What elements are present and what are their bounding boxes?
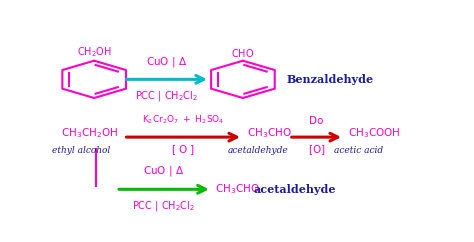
Text: $\mathregular{CuO\ |\ \Delta}$: $\mathregular{CuO\ |\ \Delta}$ (143, 164, 184, 178)
Text: $\mathregular{CH_3CHO}$: $\mathregular{CH_3CHO}$ (246, 127, 292, 140)
Text: $\mathregular{PCC\ |\ CH_2Cl_2}$: $\mathregular{PCC\ |\ CH_2Cl_2}$ (135, 89, 198, 103)
Text: $\mathregular{PCC\ |\ CH_2Cl_2}$: $\mathregular{PCC\ |\ CH_2Cl_2}$ (132, 199, 196, 213)
Text: acetaldehyde: acetaldehyde (254, 184, 337, 195)
Text: $\mathregular{CH_3CHO}$: $\mathregular{CH_3CHO}$ (215, 182, 260, 196)
Text: $\mathregular{K_2Cr_2O_7\ +\ H_2SO_4}$: $\mathregular{K_2Cr_2O_7\ +\ H_2SO_4}$ (142, 113, 225, 126)
Text: Benzaldehyde: Benzaldehyde (287, 74, 374, 85)
Text: ethyl alcohol: ethyl alcohol (52, 146, 110, 155)
Text: $\mathregular{[\ O\ ]}$: $\mathregular{[\ O\ ]}$ (171, 143, 195, 157)
Text: $\mathregular{[O]}$: $\mathregular{[O]}$ (308, 143, 325, 157)
Text: Do: Do (309, 116, 324, 126)
Text: $\mathregular{CH_2OH}$: $\mathregular{CH_2OH}$ (77, 45, 111, 59)
Text: acetaldehyde: acetaldehyde (227, 145, 288, 154)
Text: $\mathregular{CH_3COOH}$: $\mathregular{CH_3COOH}$ (347, 127, 400, 140)
Text: $\mathregular{CuO\ |\ \Delta}$: $\mathregular{CuO\ |\ \Delta}$ (146, 55, 187, 69)
Text: $\mathregular{CH_3CH_2OH}$: $\mathregular{CH_3CH_2OH}$ (61, 127, 118, 140)
Text: $\mathregular{CHO}$: $\mathregular{CHO}$ (231, 47, 255, 59)
Text: acetic acid: acetic acid (334, 145, 383, 154)
